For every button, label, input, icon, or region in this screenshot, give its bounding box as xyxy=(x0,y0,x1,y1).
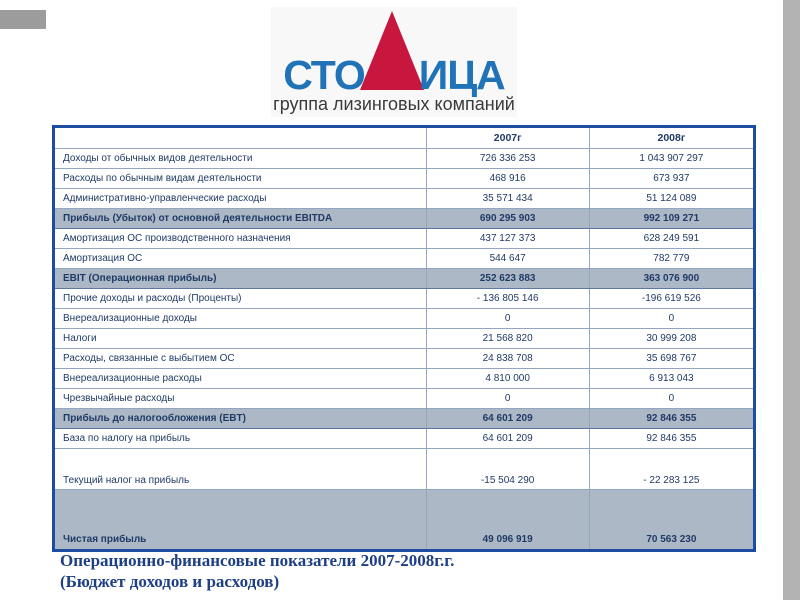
table-row: Амортизация ОС производственного назначе… xyxy=(53,228,756,249)
row-value-2007: 544 647 xyxy=(425,248,590,269)
row-value-2007: 690 295 903 xyxy=(425,208,590,229)
table-row-ebit: EBIT (Операционная прибыль) 252 623 883 … xyxy=(53,268,756,289)
company-logo: СТО ИЦА группа лизинговых компаний xyxy=(271,7,517,117)
logo-wordmark: СТО ИЦА xyxy=(283,11,506,98)
table-row: Налоги 21 568 820 30 999 208 xyxy=(53,328,756,349)
table-row: Внереализационные доходы 0 0 xyxy=(53,308,756,329)
header-2007: 2007г xyxy=(425,126,590,149)
row-value-2008: 628 249 591 xyxy=(588,228,756,249)
row-value-2007: 0 xyxy=(425,388,590,409)
row-value-2007: 4 810 000 xyxy=(425,368,590,389)
table-row: Расходы, связанные с выбытием ОС 24 838 … xyxy=(53,348,756,369)
row-label: База по налогу на прибыль xyxy=(53,428,427,449)
row-label: Текущий налог на прибыль xyxy=(53,448,427,490)
row-value-2008: 1 043 907 297 xyxy=(588,148,756,169)
table-row: Внереализационные расходы 4 810 000 6 91… xyxy=(53,368,756,389)
row-value-2008: 782 779 xyxy=(588,248,756,269)
row-value-2008: - 22 283 125 xyxy=(588,448,756,490)
financial-table: 2007г 2008г Доходы от обычных видов деят… xyxy=(52,125,756,552)
row-value-2008: 0 xyxy=(588,308,756,329)
row-value-2007: 468 916 xyxy=(425,168,590,189)
row-label: Амортизация ОС производственного назначе… xyxy=(53,228,427,249)
row-value-2008: 992 109 271 xyxy=(588,208,756,229)
row-value-2008: 35 698 767 xyxy=(588,348,756,369)
row-value-2008: 92 846 355 xyxy=(588,408,756,429)
table-row-ebitda: Прибыль (Убыток) от основной деятельност… xyxy=(53,208,756,229)
row-value-2007: 726 336 253 xyxy=(425,148,590,169)
header-empty-cell xyxy=(53,126,427,149)
row-value-2007: - 136 805 146 xyxy=(425,288,590,309)
row-value-2008: 0 xyxy=(588,388,756,409)
row-label: Внереализационные доходы xyxy=(53,308,427,329)
table-row: Чрезвычайные расходы 0 0 xyxy=(53,388,756,409)
row-label: Чистая прибыль xyxy=(53,489,427,551)
row-value-2007: 35 571 434 xyxy=(425,188,590,209)
slide-caption: Операционно-финансовые показатели 2007-2… xyxy=(60,550,454,592)
row-label: Амортизация ОС xyxy=(53,248,427,269)
table-row: Административно-управленческие расходы 3… xyxy=(53,188,756,209)
row-label: EBIT (Операционная прибыль) xyxy=(53,268,427,289)
row-value-2007: -15 504 290 xyxy=(425,448,590,490)
table-row: Расходы по обычным видам деятельности 46… xyxy=(53,168,756,189)
caption-line2: (Бюджет доходов и расходов) xyxy=(60,572,280,591)
row-label: Административно-управленческие расходы xyxy=(53,188,427,209)
row-value-2008: 92 846 355 xyxy=(588,428,756,449)
logo-text-itsa: ИЦА xyxy=(418,52,506,98)
row-value-2008: 30 999 208 xyxy=(588,328,756,349)
logo-text-sto: СТО xyxy=(283,52,366,98)
window-chrome-fragment xyxy=(0,10,46,29)
table-row: Прочие доходы и расходы (Проценты) - 136… xyxy=(53,288,756,309)
row-value-2007: 24 838 708 xyxy=(425,348,590,369)
row-value-2008: 363 076 900 xyxy=(588,268,756,289)
table-row: База по налогу на прибыль 64 601 209 92 … xyxy=(53,428,756,449)
row-label: Чрезвычайные расходы xyxy=(53,388,427,409)
row-label: Прибыль (Убыток) от основной деятельност… xyxy=(53,208,427,229)
row-value-2007: 49 096 919 xyxy=(425,489,590,551)
table-row-net-profit: Чистая прибыль 49 096 919 70 563 230 xyxy=(53,489,756,551)
row-label: Расходы, связанные с выбытием ОС xyxy=(53,348,427,369)
row-label: Внереализационные расходы xyxy=(53,368,427,389)
row-value-2008: 70 563 230 xyxy=(588,489,756,551)
row-value-2007: 64 601 209 xyxy=(425,428,590,449)
row-label: Прибыль до налогообложения (EBT) xyxy=(53,408,427,429)
scrollbar-strip xyxy=(783,0,800,600)
table-row-ebt: Прибыль до налогообложения (EBT) 64 601 … xyxy=(53,408,756,429)
caption-line1: Операционно-финансовые показатели 2007-2… xyxy=(60,551,455,570)
row-value-2007: 64 601 209 xyxy=(425,408,590,429)
table-header-row: 2007г 2008г xyxy=(53,126,756,149)
table-row: Амортизация ОС 544 647 782 779 xyxy=(53,248,756,269)
row-value-2008: 51 124 089 xyxy=(588,188,756,209)
row-value-2008: -196 619 526 xyxy=(588,288,756,309)
row-label: Расходы по обычным видам деятельности xyxy=(53,168,427,189)
row-value-2008: 6 913 043 xyxy=(588,368,756,389)
row-value-2007: 252 623 883 xyxy=(425,268,590,289)
row-label: Прочие доходы и расходы (Проценты) xyxy=(53,288,427,309)
table-row: Доходы от обычных видов деятельности 726… xyxy=(53,148,756,169)
row-value-2008: 673 937 xyxy=(588,168,756,189)
row-label: Налоги xyxy=(53,328,427,349)
row-value-2007: 437 127 373 xyxy=(425,228,590,249)
row-value-2007: 21 568 820 xyxy=(425,328,590,349)
header-2008: 2008г xyxy=(588,126,756,149)
logo-letter-l-triangle-icon xyxy=(359,11,424,90)
row-value-2007: 0 xyxy=(425,308,590,329)
table-row-current-tax: Текущий налог на прибыль -15 504 290 - 2… xyxy=(53,448,756,490)
row-label: Доходы от обычных видов деятельности xyxy=(53,148,427,169)
logo-subtitle: группа лизинговых компаний xyxy=(273,94,515,114)
